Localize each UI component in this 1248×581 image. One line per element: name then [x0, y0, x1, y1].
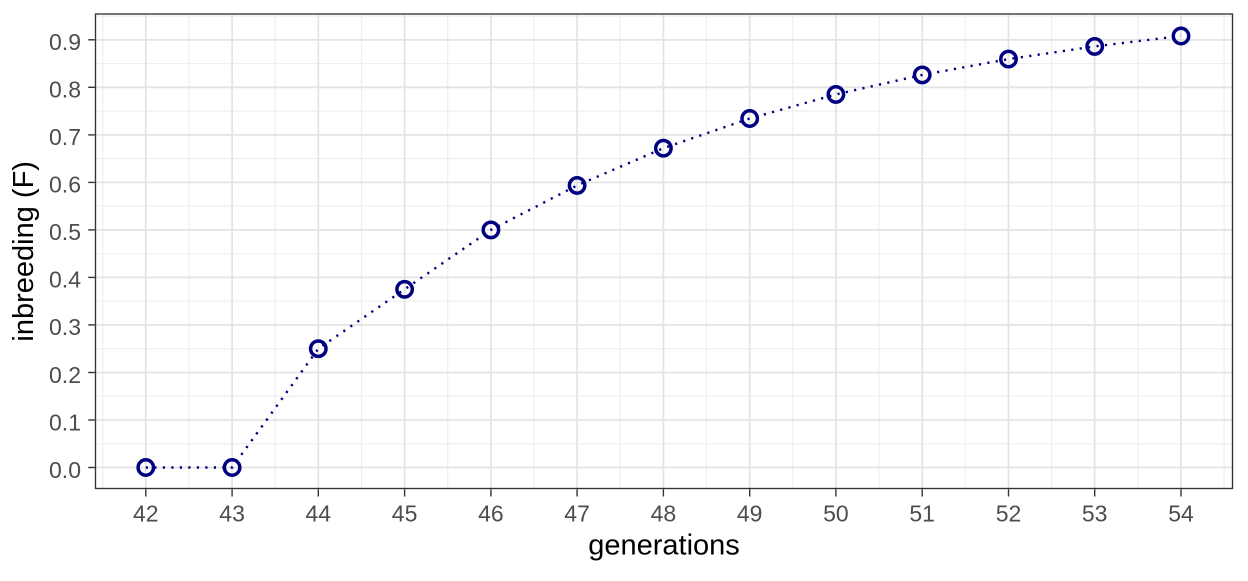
svg-text:42: 42 — [133, 500, 159, 526]
svg-text:0.5: 0.5 — [49, 219, 81, 245]
svg-text:generations: generations — [588, 530, 740, 562]
svg-text:0.9: 0.9 — [49, 29, 81, 55]
svg-text:0.6: 0.6 — [49, 172, 81, 198]
svg-text:44: 44 — [306, 500, 332, 526]
svg-text:45: 45 — [392, 500, 418, 526]
svg-text:0.2: 0.2 — [49, 362, 81, 388]
svg-text:49: 49 — [737, 500, 763, 526]
svg-text:53: 53 — [1082, 500, 1108, 526]
svg-text:50: 50 — [823, 500, 849, 526]
svg-text:0.4: 0.4 — [49, 267, 81, 293]
svg-text:0.8: 0.8 — [49, 77, 81, 103]
svg-text:52: 52 — [996, 500, 1022, 526]
svg-text:0.0: 0.0 — [49, 457, 81, 483]
svg-text:54: 54 — [1168, 500, 1194, 526]
svg-text:46: 46 — [478, 500, 504, 526]
svg-text:43: 43 — [219, 500, 245, 526]
svg-text:0.1: 0.1 — [49, 409, 81, 435]
svg-text:0.7: 0.7 — [49, 124, 81, 150]
svg-text:0.3: 0.3 — [49, 314, 81, 340]
svg-text:48: 48 — [651, 500, 677, 526]
svg-text:47: 47 — [564, 500, 590, 526]
svg-text:51: 51 — [909, 500, 935, 526]
svg-text:inbreeding (F): inbreeding (F) — [8, 161, 40, 342]
